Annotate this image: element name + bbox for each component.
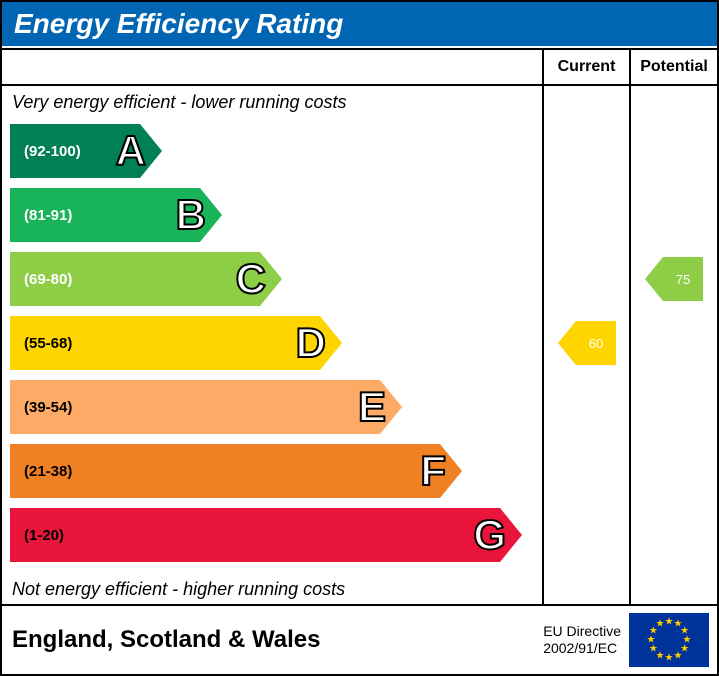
- band-c: (69-80) C: [10, 252, 282, 306]
- region-label: England, Scotland & Wales: [12, 626, 543, 654]
- band-b: (81-91) B: [10, 188, 222, 242]
- divider-current: [542, 86, 544, 604]
- directive-line2: 2002/91/EC: [543, 640, 621, 657]
- title-bar: Energy Efficiency Rating: [2, 2, 717, 46]
- eu-star-icon: ★: [665, 653, 674, 664]
- marker-potential: 75: [645, 257, 703, 301]
- chart-title: Energy Efficiency Rating: [14, 8, 343, 39]
- marker-current: 60: [558, 321, 616, 365]
- band-range-b: (81-91): [24, 207, 72, 224]
- chart-inner: Current Potential Very energy efficient …: [2, 48, 717, 674]
- chart-area: Very energy efficient - lower running co…: [2, 86, 717, 604]
- eu-star-icon: ★: [665, 617, 674, 628]
- marker-value-potential: 75: [663, 257, 703, 301]
- band-letter-g: G: [473, 511, 506, 559]
- eu-directive: EU Directive 2002/91/EC: [543, 623, 621, 657]
- band-g: (1-20) G: [10, 508, 522, 562]
- band-letter-a: A: [116, 127, 146, 175]
- band-letter-d: D: [296, 319, 326, 367]
- band-e: (39-54) E: [10, 380, 402, 434]
- band-range-g: (1-20): [24, 527, 64, 544]
- bottom-note: Not energy efficient - higher running co…: [12, 579, 345, 600]
- marker-value-current: 60: [576, 321, 616, 365]
- band-range-a: (92-100): [24, 143, 81, 160]
- column-headers: Current Potential: [2, 50, 717, 86]
- eu-star-icon: ★: [656, 619, 665, 630]
- footer: England, Scotland & Wales EU Directive 2…: [2, 604, 717, 674]
- band-range-d: (55-68): [24, 335, 72, 352]
- eu-flag-icon: ★★★★★★★★★★★★: [629, 613, 709, 667]
- band-a: (92-100) A: [10, 124, 162, 178]
- band-letter-e: E: [358, 383, 386, 431]
- header-current: Current: [542, 50, 629, 84]
- band-range-e: (39-54): [24, 399, 72, 416]
- band-letter-b: B: [176, 191, 206, 239]
- band-range-f: (21-38): [24, 463, 72, 480]
- divider-potential: [629, 86, 631, 604]
- top-note: Very energy efficient - lower running co…: [12, 92, 347, 113]
- band-f: (21-38) F: [10, 444, 462, 498]
- band-d: (55-68) D: [10, 316, 342, 370]
- directive-line1: EU Directive: [543, 623, 621, 640]
- eu-star-icon: ★: [674, 650, 683, 661]
- band-letter-f: F: [420, 447, 446, 495]
- band-range-c: (69-80): [24, 271, 72, 288]
- band-letter-c: C: [236, 255, 266, 303]
- epc-chart: Energy Efficiency Rating Current Potenti…: [0, 0, 719, 676]
- header-potential: Potential: [629, 50, 717, 84]
